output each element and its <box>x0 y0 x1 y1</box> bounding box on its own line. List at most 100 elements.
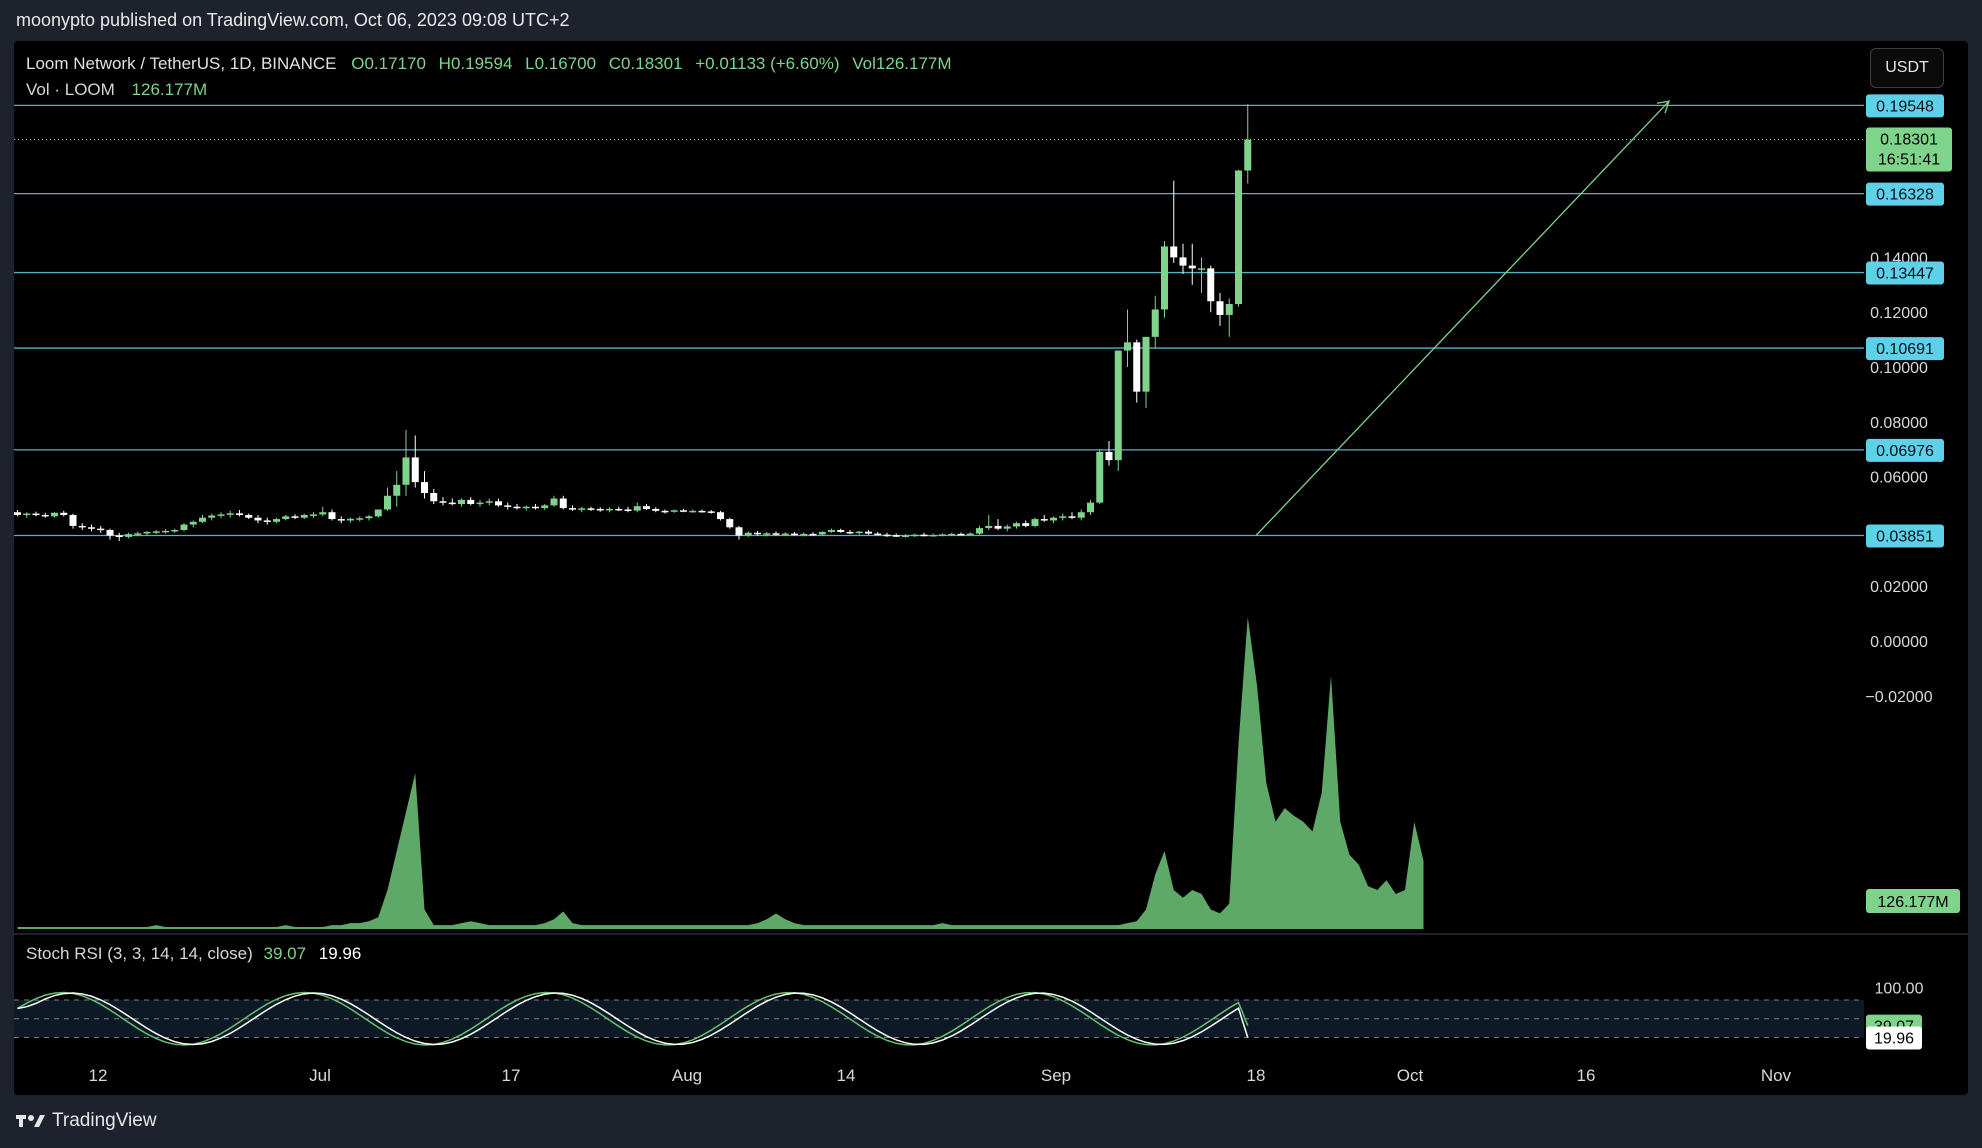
candle-body[interactable] <box>1225 303 1233 315</box>
candle-body[interactable] <box>88 527 95 529</box>
candle-body[interactable] <box>41 514 49 517</box>
candle-body[interactable] <box>254 517 262 521</box>
candle-body[interactable] <box>337 519 345 521</box>
candle-body[interactable] <box>1244 139 1252 171</box>
candle-body[interactable] <box>772 533 780 535</box>
candle-body[interactable] <box>596 508 604 511</box>
candle-body[interactable] <box>1114 350 1122 461</box>
trendline[interactable] <box>1255 100 1670 536</box>
candle-body[interactable] <box>60 512 68 515</box>
candle-body[interactable] <box>707 511 715 513</box>
candle-body[interactable] <box>874 533 882 536</box>
currency-button[interactable]: USDT <box>1870 48 1944 88</box>
candle-body[interactable] <box>735 527 743 536</box>
candle-body[interactable] <box>902 535 909 538</box>
candle-body[interactable] <box>929 534 937 537</box>
candle-body[interactable] <box>689 510 697 513</box>
candle-body[interactable] <box>485 501 493 503</box>
candle-body[interactable] <box>633 506 641 511</box>
candle-body[interactable] <box>226 513 234 515</box>
candle-body[interactable] <box>680 510 687 512</box>
candle-body[interactable] <box>328 512 336 520</box>
candle-body[interactable] <box>892 535 900 537</box>
candle-body[interactable] <box>1151 309 1159 337</box>
candle-body[interactable] <box>624 509 632 511</box>
candle-body[interactable] <box>1207 268 1215 302</box>
candle-body[interactable] <box>976 528 983 534</box>
candle-body[interactable] <box>402 457 410 485</box>
candle-body[interactable] <box>310 514 317 516</box>
candle-body[interactable] <box>550 498 558 506</box>
candle-body[interactable] <box>522 506 530 509</box>
candle-body[interactable] <box>763 533 771 535</box>
candle-body[interactable] <box>643 506 650 509</box>
candle-body[interactable] <box>1188 265 1196 269</box>
candle-body[interactable] <box>1105 451 1113 461</box>
candle-body[interactable] <box>994 525 1002 529</box>
candle-body[interactable] <box>448 502 456 505</box>
candle-body[interactable] <box>1235 170 1242 304</box>
candle-body[interactable] <box>744 532 752 536</box>
candle-body[interactable] <box>846 531 854 534</box>
candle-body[interactable] <box>365 516 373 519</box>
candle-body[interactable] <box>171 530 179 532</box>
candle-body[interactable] <box>32 513 40 516</box>
candle-body[interactable] <box>291 516 299 518</box>
candle-body[interactable] <box>717 512 724 520</box>
candle-body[interactable] <box>1124 342 1131 351</box>
candle-body[interactable] <box>1022 523 1030 526</box>
candle-body[interactable] <box>356 518 364 520</box>
candle-body[interactable] <box>837 530 845 532</box>
candle-body[interactable] <box>828 530 835 532</box>
candle-body[interactable] <box>726 519 734 528</box>
candle-body[interactable] <box>1040 519 1048 521</box>
candle-body[interactable] <box>513 506 521 509</box>
candle-body[interactable] <box>532 506 539 509</box>
candle-body[interactable] <box>384 495 391 510</box>
candle-body[interactable] <box>421 482 428 494</box>
candle-body[interactable] <box>781 533 789 536</box>
candle-body[interactable] <box>495 501 502 506</box>
candle-body[interactable] <box>578 508 586 510</box>
candle-body[interactable] <box>476 502 484 505</box>
candle-body[interactable] <box>374 509 382 517</box>
candle-body[interactable] <box>1031 519 1039 526</box>
candle-body[interactable] <box>957 533 965 536</box>
candle-body[interactable] <box>754 532 761 535</box>
candle-body[interactable] <box>439 501 447 503</box>
candle-body[interactable] <box>430 493 438 502</box>
candle-body[interactable] <box>855 531 863 534</box>
candle-body[interactable] <box>883 534 891 537</box>
candle-body[interactable] <box>615 508 623 511</box>
candle-body[interactable] <box>319 512 327 515</box>
candle-body[interactable] <box>1179 257 1187 266</box>
candle-body[interactable] <box>300 514 308 518</box>
candle-body[interactable] <box>106 530 114 536</box>
candle-body[interactable] <box>152 531 160 533</box>
candle-body[interactable] <box>1003 526 1011 529</box>
candle-body[interactable] <box>1050 517 1057 521</box>
candle-body[interactable] <box>670 510 678 512</box>
candle-body[interactable] <box>282 516 290 520</box>
candle-body[interactable] <box>865 531 872 534</box>
candle-body[interactable] <box>134 533 142 535</box>
candle-body[interactable] <box>1059 516 1067 518</box>
candle-body[interactable] <box>1142 336 1150 392</box>
chart-panel[interactable]: 0.14000 0.12000 0.10000 0.08000 0.06000 0.020… <box>14 41 1968 1095</box>
candle-body[interactable] <box>78 525 86 528</box>
candle-body[interactable] <box>143 531 151 534</box>
candle-body[interactable] <box>199 517 206 522</box>
candle-body[interactable] <box>569 508 576 510</box>
candle-body[interactable] <box>818 531 826 535</box>
candle-body[interactable] <box>125 534 132 537</box>
candle-body[interactable] <box>698 510 706 513</box>
candle-body[interactable] <box>115 535 123 538</box>
candle-body[interactable] <box>652 508 660 511</box>
candle-body[interactable] <box>69 514 77 526</box>
candle-body[interactable] <box>208 515 216 518</box>
candle-body[interactable] <box>920 534 928 537</box>
candle-body[interactable] <box>966 533 974 536</box>
candle-body[interactable] <box>245 514 253 518</box>
candle-body[interactable] <box>791 533 798 536</box>
candle-body[interactable] <box>162 530 169 533</box>
